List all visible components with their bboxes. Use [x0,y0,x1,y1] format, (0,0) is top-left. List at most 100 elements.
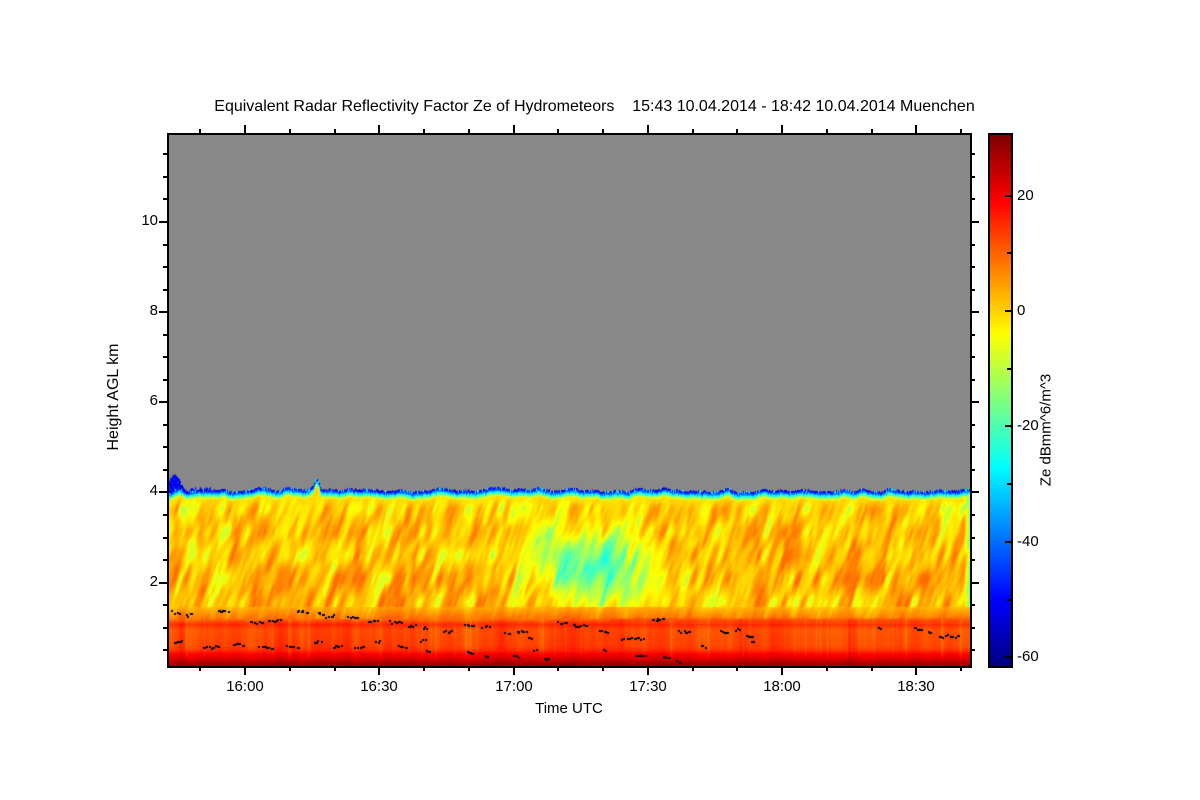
x-minor-tick [826,667,828,671]
y-minor-tick [971,537,975,539]
colorbar-frame [988,133,1013,668]
x-minor-tick [557,129,559,133]
y-major-tick [159,491,167,493]
x-major-tick [647,667,649,675]
plot-frame [167,133,972,668]
y-minor-tick [163,153,167,155]
x-minor-tick [557,667,559,671]
colorbar-minor-tick [1007,483,1011,485]
y-minor-tick [971,176,975,178]
x-tick-label: 16:00 [226,678,264,695]
x-minor-tick [423,129,425,133]
y-minor-tick [971,627,975,629]
x-tick-label: 17:00 [495,678,533,695]
y-minor-tick [971,604,975,606]
x-minor-tick [692,129,694,133]
x-tick-label: 18:00 [763,678,801,695]
y-minor-tick [971,424,975,426]
colorbar-gradient [990,135,1011,666]
y-minor-tick [163,244,167,246]
y-minor-tick [163,266,167,268]
x-major-tick [378,125,380,133]
y-minor-tick [163,424,167,426]
x-minor-tick [602,129,604,133]
x-minor-tick [692,667,694,671]
x-major-tick [513,125,515,133]
x-minor-tick [289,667,291,671]
colorbar-minor-tick [1007,599,1011,601]
x-minor-tick [199,667,201,671]
chart-title: Equivalent Radar Reflectivity Factor Ze … [214,98,975,115]
colorbar-major-tick [1005,656,1011,658]
y-minor-tick [971,289,975,291]
x-tick-label: 16:30 [360,678,398,695]
y-tick-label: 6 [149,392,158,409]
y-minor-tick [971,198,975,200]
x-major-tick [781,667,783,675]
y-minor-tick [971,334,975,336]
y-minor-tick [971,649,975,651]
x-minor-tick [468,129,470,133]
colorbar-major-tick [1005,310,1011,312]
x-major-tick [513,667,515,675]
y-minor-tick [163,176,167,178]
colorbar-tick-label: -20 [1017,417,1039,434]
y-minor-tick [163,446,167,448]
x-tick-label: 18:30 [897,678,935,695]
y-minor-tick [163,289,167,291]
y-minor-tick [971,356,975,358]
x-major-tick [244,667,246,675]
x-tick-label: 17:30 [629,678,667,695]
x-minor-tick [468,667,470,671]
y-minor-tick [163,334,167,336]
x-minor-tick [871,667,873,671]
y-major-tick [159,401,167,403]
x-minor-tick [960,667,962,671]
y-minor-tick [163,649,167,651]
x-minor-tick [199,129,201,133]
y-minor-tick [163,627,167,629]
y-major-tick [971,582,979,584]
colorbar-major-tick [1005,541,1011,543]
y-minor-tick [971,266,975,268]
x-major-tick [915,667,917,675]
colorbar-tick-label: 0 [1017,302,1026,319]
y-minor-tick [163,559,167,561]
x-major-tick [244,125,246,133]
y-major-tick [971,491,979,493]
x-minor-tick [871,129,873,133]
y-tick-label: 2 [149,573,158,590]
y-minor-tick [971,514,975,516]
colorbar-minor-tick [1007,252,1011,254]
y-minor-tick [163,356,167,358]
colorbar-minor-tick [1007,368,1011,370]
y-minor-tick [163,379,167,381]
y-major-tick [971,311,979,313]
x-minor-tick [960,129,962,133]
y-major-tick [159,582,167,584]
y-major-tick [159,311,167,313]
x-major-tick [781,125,783,133]
colorbar-tick-label: 20 [1017,187,1034,204]
y-tick-label: 4 [149,482,158,499]
colorbar-major-tick [1005,195,1011,197]
y-minor-tick [163,469,167,471]
x-major-tick [915,125,917,133]
y-minor-tick [971,379,975,381]
x-minor-tick [289,129,291,133]
y-major-tick [971,401,979,403]
x-minor-tick [334,129,336,133]
colorbar-tick-label: -60 [1017,648,1039,665]
y-minor-tick [971,559,975,561]
y-minor-tick [163,604,167,606]
x-major-tick [647,125,649,133]
x-minor-tick [826,129,828,133]
y-minor-tick [971,469,975,471]
x-minor-tick [602,667,604,671]
y-minor-tick [163,514,167,516]
x-minor-tick [334,667,336,671]
y-major-tick [159,221,167,223]
y-tick-label: 8 [149,302,158,319]
x-axis-title: Time UTC [535,700,603,717]
